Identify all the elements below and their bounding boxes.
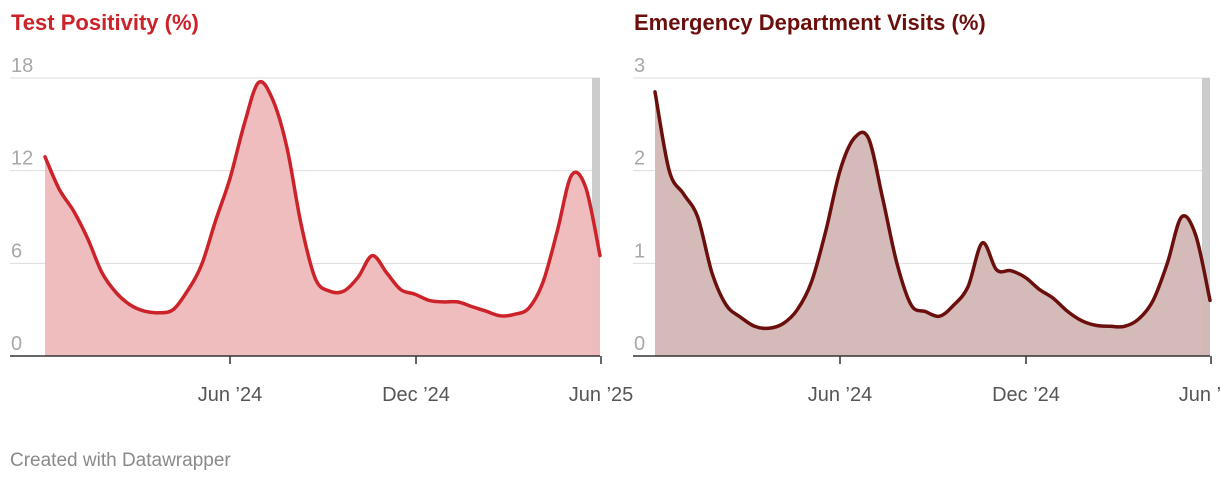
positivity-recent-period-band — [592, 78, 600, 356]
ed-visits-x-tick-label: Jun ’24 — [808, 384, 873, 406]
positivity-x-tick-label: Jun ’25 — [569, 384, 634, 406]
positivity-y-tick-label: 12 — [11, 148, 33, 170]
positivity-x-tick-label: Jun ’24 — [198, 384, 263, 406]
positivity-area-fill — [45, 81, 600, 356]
ed-visits-recent-period-band — [1202, 78, 1210, 356]
ed-visits-y-tick-label: 0 — [634, 333, 645, 355]
credit-line: Created with Datawrapper — [10, 450, 231, 471]
ed-visits-series-line — [653, 90, 1212, 331]
positivity-series-line — [43, 79, 602, 318]
positivity-x-tick-label: Dec ’24 — [382, 384, 450, 406]
ed-visits-y-tick-label: 2 — [634, 148, 645, 170]
ed-visits-y-tick-label: 1 — [634, 240, 645, 262]
ed-visits-x-tick-label: Dec ’24 — [992, 384, 1060, 406]
positivity-y-tick-label: 0 — [11, 333, 22, 355]
positivity-chart-title: Test Positivity (%) — [11, 10, 199, 35]
positivity-y-tick-label: 18 — [11, 55, 33, 77]
ed-visits-area-fill — [655, 91, 1210, 357]
ed-visits-chart-title: Emergency Department Visits (%) — [634, 10, 986, 35]
positivity-y-tick-label: 6 — [11, 240, 22, 262]
ed-visits-x-tick-label: Jun ’25 — [1179, 384, 1220, 406]
ed-visits-y-tick-label: 3 — [634, 55, 645, 77]
